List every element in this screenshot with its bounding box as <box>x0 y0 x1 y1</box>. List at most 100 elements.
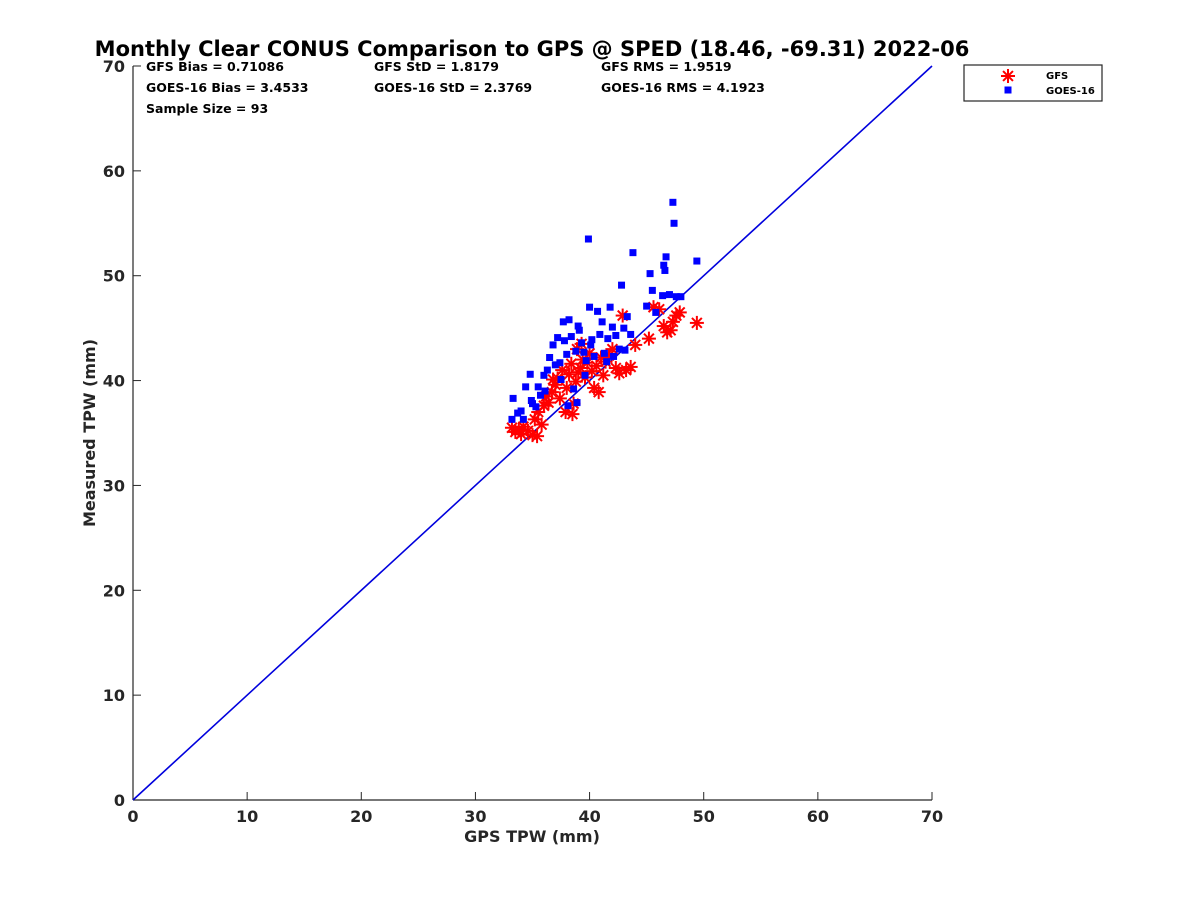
goes-point <box>594 307 602 315</box>
gfs-point <box>628 337 643 352</box>
goes-point <box>556 359 564 367</box>
goes-point <box>563 350 571 358</box>
goes-point <box>606 303 614 311</box>
gfs-point <box>573 360 588 375</box>
goes-point <box>659 292 667 300</box>
goes-point <box>627 330 635 338</box>
goes-point <box>567 333 575 341</box>
goes-point <box>621 346 629 354</box>
goes-point <box>574 322 582 330</box>
x-tick-label: 40 <box>578 807 600 826</box>
goes-point <box>549 341 557 349</box>
x-tick-label: 30 <box>464 807 486 826</box>
gfs-point <box>565 407 580 422</box>
goes-point <box>618 281 626 289</box>
goes-point <box>643 302 651 310</box>
x-tick-label: 20 <box>350 807 372 826</box>
x-axis-label: GPS TPW (mm) <box>464 827 600 846</box>
y-axis-label: Measured TPW (mm) <box>80 339 99 527</box>
legend: GFS GOES-16 <box>963 64 1103 102</box>
goes-point <box>559 318 567 326</box>
stat-goes-rms: GOES-16 RMS = 4.1923 <box>601 80 765 95</box>
goes-point <box>575 326 583 334</box>
x-tick-label: 60 <box>807 807 829 826</box>
gfs-point <box>672 305 687 320</box>
goes-point <box>604 335 612 343</box>
gfs-point <box>530 429 545 444</box>
goes-point <box>519 415 527 423</box>
gfs-point <box>641 331 656 346</box>
goes-point <box>522 383 530 391</box>
goes-point <box>610 352 618 360</box>
goes-point <box>541 387 549 395</box>
goes-point <box>586 303 594 311</box>
goes-point <box>526 370 534 378</box>
gfs-series <box>504 300 704 444</box>
legend-goes-square <box>1004 86 1012 94</box>
goes-point <box>570 385 578 393</box>
stat-gfs-rms: GFS RMS = 1.9519 <box>601 59 732 74</box>
stat-gfs-std: GFS StD = 1.8179 <box>374 59 499 74</box>
goes-point <box>582 357 590 365</box>
y-tick-label: 70 <box>103 57 125 76</box>
goes-point <box>536 391 544 399</box>
goes-point <box>598 318 606 326</box>
goes-point <box>612 331 620 339</box>
goes-point <box>554 334 562 342</box>
goes-point <box>672 293 680 301</box>
goes-point <box>661 266 669 274</box>
x-tick-label: 70 <box>921 807 943 826</box>
y-tick-label: 0 <box>114 791 125 810</box>
goes-point <box>646 270 654 278</box>
goes-point <box>580 348 588 356</box>
goes-point <box>546 354 554 362</box>
legend-goes-marker <box>1004 86 1012 94</box>
goes-point <box>670 219 678 227</box>
goes-point <box>564 402 572 410</box>
goes-point <box>532 403 540 411</box>
stat-gfs-bias: GFS Bias = 0.71086 <box>146 59 284 74</box>
legend-gfs-asterisk <box>1001 69 1015 83</box>
goes-point <box>587 341 595 349</box>
goes-point <box>508 415 516 423</box>
goes-point <box>551 361 559 369</box>
goes-point <box>669 198 677 206</box>
goes-point <box>543 366 551 374</box>
gfs-point <box>564 356 579 371</box>
goes-point <box>560 337 568 345</box>
goes-point <box>584 235 592 243</box>
goes-point <box>629 249 637 257</box>
goes-point <box>588 336 596 344</box>
stat-sample-size: Sample Size = 93 <box>146 101 268 116</box>
goes-point <box>648 286 656 294</box>
goes-point <box>620 324 628 332</box>
gfs-point <box>534 417 549 432</box>
goes-point <box>660 261 668 269</box>
goes-point <box>557 376 565 384</box>
goes-point <box>540 371 548 379</box>
y-tick-label: 30 <box>103 476 125 495</box>
goes-point <box>600 349 608 357</box>
gfs-point <box>596 368 611 383</box>
goes-point <box>693 257 701 265</box>
chart-title: Monthly Clear CONUS Comparison to GPS @ … <box>95 37 970 61</box>
goes-point <box>581 371 589 379</box>
goes-point <box>608 323 616 331</box>
gfs-point <box>546 372 561 387</box>
y-tick-label: 60 <box>103 162 125 181</box>
goes-point <box>662 253 670 261</box>
gfs-point <box>623 359 638 374</box>
stat-goes-bias: GOES-16 Bias = 3.4533 <box>146 80 308 95</box>
gfs-point <box>552 391 567 406</box>
goes-point <box>509 394 517 402</box>
y-tick-label: 10 <box>103 686 125 705</box>
goes-point <box>572 347 580 355</box>
y-tick-label: 20 <box>103 581 125 600</box>
gfs-point <box>591 385 606 400</box>
goes-point <box>596 330 604 338</box>
goes-point <box>573 399 581 407</box>
goes-point <box>615 345 623 353</box>
goes-point <box>603 358 611 366</box>
x-tick-label: 0 <box>127 807 138 826</box>
